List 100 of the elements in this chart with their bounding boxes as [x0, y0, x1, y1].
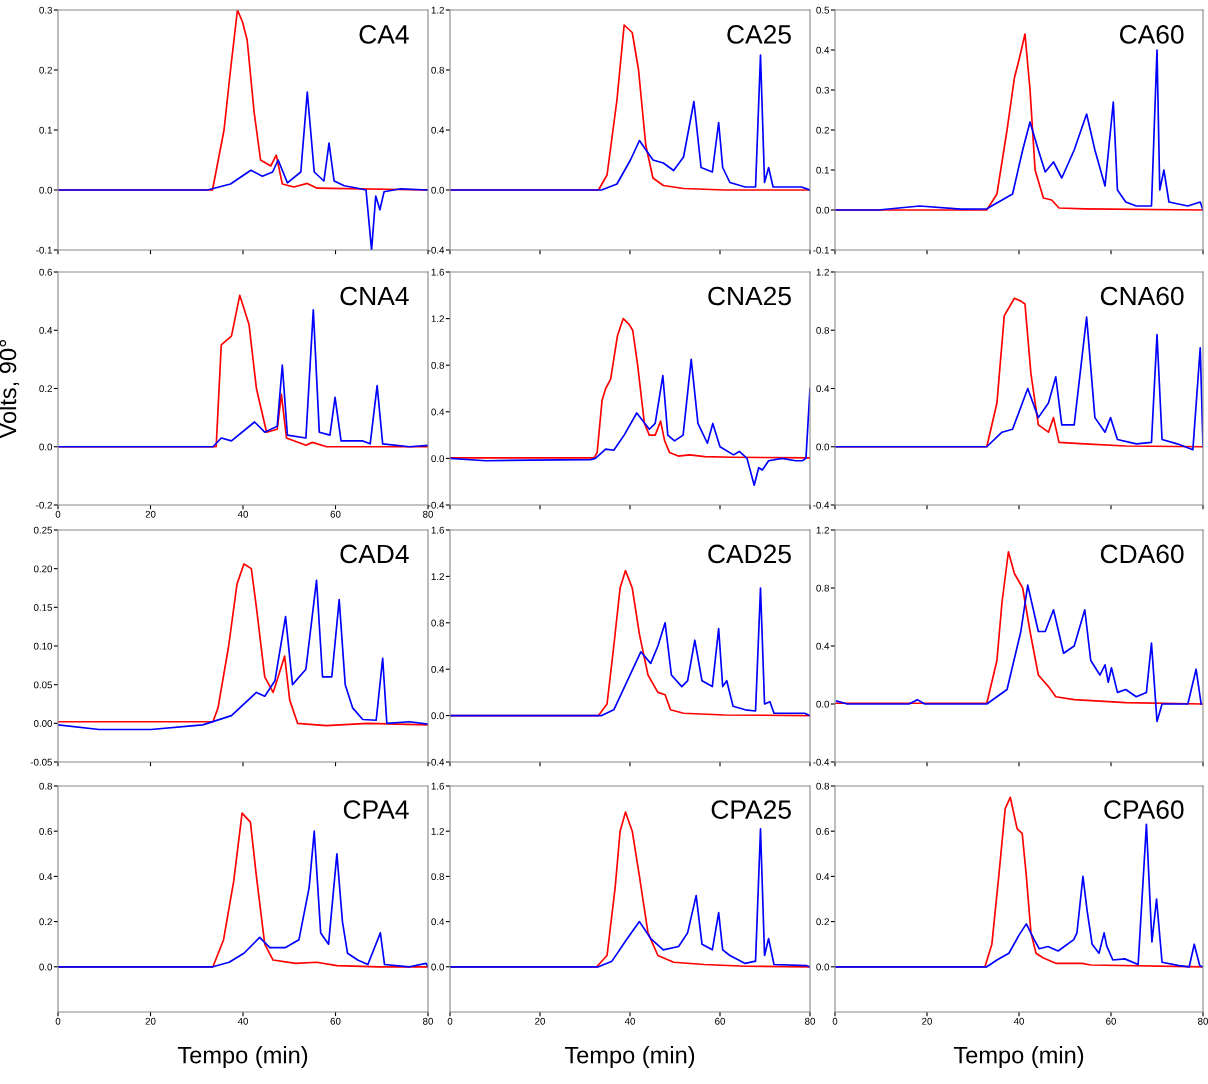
- y-tick-label: 1.2: [816, 268, 829, 276]
- y-tick-label: 0.0: [431, 455, 445, 463]
- chart-title: CNA60: [1100, 286, 1184, 306]
- y-tick-label: 0.25: [33, 526, 53, 534]
- y-tick-label: 0.8: [816, 326, 830, 334]
- y-tick-label: 1.2: [816, 526, 829, 534]
- line-series: [450, 358, 810, 487]
- y-tick-label: 0.1: [816, 166, 829, 174]
- y-tick-label: 0.8: [431, 66, 445, 74]
- x-tick-label: 60: [1106, 1017, 1117, 1025]
- chart-title: CA4: [359, 25, 409, 44]
- y-tick-label: 0.8: [39, 782, 53, 790]
- y-tick-label: 0.4: [816, 873, 830, 881]
- y-tick-label: 0.2: [39, 918, 52, 926]
- chart-title: CAD4: [340, 544, 409, 564]
- x-tick-label: 0: [55, 510, 61, 518]
- y-tick-label: 0.8: [431, 619, 445, 627]
- x-tick-label: 20: [145, 1017, 156, 1025]
- y-tick-label: 0.0: [39, 186, 53, 194]
- chart-title: CNA25: [708, 286, 791, 306]
- y-tick-label: -0.4: [428, 246, 445, 254]
- y-tick-label: -0.4: [813, 758, 830, 766]
- y-tick-label: 1.2: [431, 827, 444, 835]
- y-tick-label: -0.1: [813, 246, 829, 254]
- y-tick-label: 0.0: [816, 963, 830, 971]
- x-axis-title: Tempo (min): [564, 1046, 695, 1069]
- y-tick-label: 0.2: [816, 126, 829, 134]
- chart-title: CPA25: [711, 800, 791, 819]
- x-tick-label: 40: [624, 1017, 636, 1025]
- x-tick-label: 80: [423, 510, 434, 518]
- x-tick-label: 40: [237, 1017, 249, 1025]
- x-tick-label: 0: [832, 1017, 838, 1025]
- y-tick-label: 0.4: [816, 385, 830, 393]
- y-tick-label: 0.4: [816, 46, 830, 54]
- y-tick-label: 0.6: [39, 268, 53, 276]
- y-tick-label: 1.6: [431, 526, 445, 534]
- x-tick-label: 80: [1198, 1017, 1208, 1025]
- y-tick-label: 0.15: [33, 604, 53, 611]
- y-tick-label: 0.0: [431, 186, 445, 194]
- y-tick-label: 0.0: [39, 443, 53, 451]
- chart-title: CDA60: [1100, 544, 1184, 564]
- y-tick-label: 0.00: [33, 720, 53, 727]
- y-tick-label: 0.1: [39, 126, 52, 134]
- y-tick-label: 1.6: [431, 782, 445, 790]
- y-tick-label: 0.6: [816, 827, 830, 835]
- y-tick-label: -0.4: [428, 501, 445, 509]
- x-tick-label: 60: [715, 1017, 726, 1025]
- y-tick-label: 1.2: [431, 6, 444, 14]
- y-tick-label: 0.2: [39, 66, 52, 74]
- y-tick-label: 0.3: [816, 86, 830, 94]
- y-tick-label: -0.2: [36, 501, 52, 509]
- x-tick-label: 60: [330, 510, 341, 518]
- x-tick-label: 20: [535, 1017, 546, 1025]
- y-tick-label: 0.4: [431, 126, 445, 134]
- y-tick-label: 0.6: [39, 827, 53, 835]
- x-tick-label: 40: [1013, 1017, 1025, 1025]
- y-tick-label: 0.10: [33, 642, 53, 650]
- y-tick-label: 0.2: [816, 918, 829, 926]
- chart-title: CA60: [1119, 25, 1184, 44]
- x-axis-title: Tempo (min): [177, 1046, 308, 1069]
- y-tick-label: 0.0: [816, 443, 830, 451]
- x-tick-label: 0: [447, 1017, 453, 1025]
- y-tick-label: -0.4: [813, 501, 830, 509]
- y-tick-label: -0.1: [36, 246, 52, 254]
- line-series: [836, 584, 1202, 723]
- y-tick-label: 1.2: [431, 315, 444, 323]
- y-tick-label: 0.2: [39, 385, 52, 393]
- chart-title: CAD25: [708, 544, 791, 564]
- chart-title: CA25: [727, 25, 791, 44]
- x-tick-label: 20: [145, 510, 156, 518]
- y-tick-label: 0.8: [431, 873, 445, 881]
- y-tick-label: 0.8: [431, 361, 445, 369]
- y-tick-label: 0.4: [39, 873, 53, 881]
- x-tick-label: 80: [805, 1017, 816, 1025]
- y-tick-label: 0.4: [431, 665, 445, 673]
- y-tick-label: 1.2: [431, 573, 444, 580]
- x-tick-label: 80: [423, 1017, 434, 1025]
- y-tick-label: -0.4: [428, 758, 445, 766]
- x-tick-label: 60: [330, 1017, 341, 1025]
- x-axis-title: Tempo (min): [953, 1046, 1084, 1069]
- x-tick-label: 40: [237, 510, 249, 518]
- y-tick-label: 0.0: [816, 206, 830, 214]
- y-tick-label: 0.4: [816, 642, 830, 650]
- line-series: [450, 317, 810, 459]
- y-tick-label: -0.05: [30, 758, 53, 766]
- y-tick-label: 0.4: [431, 918, 445, 926]
- line-series: [835, 823, 1203, 968]
- x-tick-label: 20: [922, 1017, 933, 1025]
- x-tick-label: 0: [55, 1017, 61, 1025]
- y-tick-label: 0.20: [33, 565, 53, 573]
- y-tick-label: 0.4: [39, 326, 53, 334]
- chart-title: CPA4: [343, 800, 409, 819]
- y-tick-label: 0.4: [431, 408, 445, 416]
- y-tick-label: 0.8: [816, 782, 830, 790]
- y-tick-label: 0.0: [431, 963, 445, 971]
- y-tick-label: 0.3: [39, 6, 53, 14]
- y-tick-label: 0.0: [39, 963, 53, 971]
- y-tick-label: 0.0: [431, 712, 445, 720]
- chart-title: CNA4: [340, 286, 409, 306]
- line-series: [450, 54, 810, 191]
